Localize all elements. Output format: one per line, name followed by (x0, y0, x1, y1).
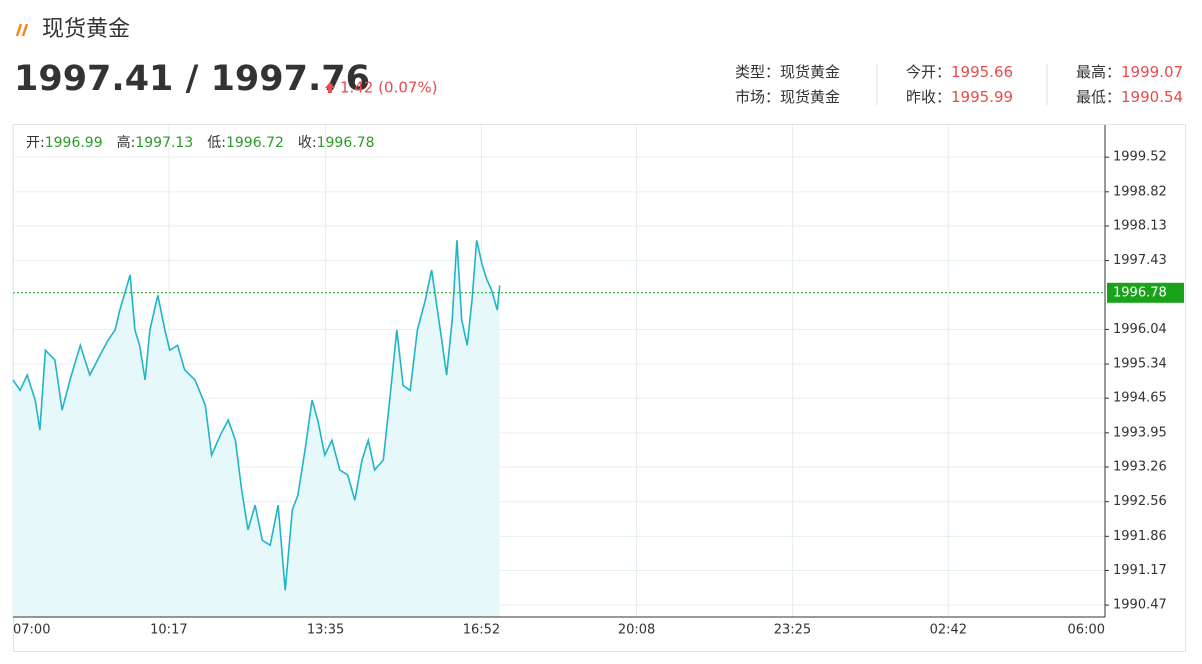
info-label: 最低： (1076, 88, 1121, 106)
info-label: 市场： (735, 88, 780, 106)
y-tick-label: 1995.34 (1113, 357, 1167, 372)
y-tick-label: 1992.56 (1113, 494, 1167, 509)
y-tick-label: 1993.95 (1113, 425, 1167, 440)
x-tick-label: 07:00 (13, 623, 50, 638)
ohlc-label: 收: (298, 135, 317, 151)
info-value: 现货黄金 (780, 63, 840, 81)
x-tick-label: 06:00 (1068, 623, 1105, 638)
info-item: 昨收：1995.99 (906, 88, 1013, 106)
change: 1.42 (0.07%) (340, 79, 438, 97)
x-tick-label: 23:25 (774, 623, 811, 638)
info-item: 最低：1990.54 (1076, 88, 1183, 106)
title-icon (15, 23, 29, 37)
info-value: 现货黄金 (780, 88, 840, 106)
ohlc-value: 1996.99 (45, 135, 103, 151)
x-tick-label: 02:42 (930, 623, 967, 638)
info-item: 类型：现货黄金 (735, 63, 840, 81)
ohlc: 开:1996.99 高:1997.13 低:1996.72 收:1996.78 (26, 134, 375, 151)
info-value: 1990.54 (1121, 88, 1183, 106)
info-item: 最高：1999.07 (1076, 63, 1183, 81)
price-line (12, 240, 501, 591)
ohlc-value: 1996.72 (226, 135, 284, 151)
info-label: 今开： (906, 63, 951, 81)
info-label: 昨收： (906, 88, 951, 106)
ohlc-label: 开: (26, 135, 45, 151)
info-value: 1999.07 (1121, 63, 1183, 81)
y-tick-label: 1991.17 (1113, 563, 1167, 578)
last-price-label: 1996.78 (1113, 285, 1167, 300)
y-tick-label: 1990.47 (1113, 598, 1167, 613)
chart: 1990.47 1991.17 1991.86 1992.56 1993.26 1993.… (12, 125, 1184, 638)
ohlc-label: 高: (117, 134, 136, 151)
y-tick-label: 1998.82 (1113, 184, 1167, 199)
x-tick-label: 13:35 (307, 623, 344, 638)
ohlc-label: 低: (207, 135, 226, 151)
title: 现货黄金 (42, 17, 130, 42)
y-tick-label: 1998.13 (1113, 218, 1167, 233)
up-arrow (325, 82, 335, 93)
area (13, 240, 500, 618)
info-item: 市场：现货黄金 (735, 88, 840, 106)
x-tick-label: 20:08 (618, 623, 655, 638)
y-tick-label: 1991.86 (1113, 529, 1167, 544)
info-label: 类型： (735, 63, 780, 81)
info-label: 最高： (1076, 63, 1121, 81)
y-tick-label: 1993.26 (1113, 460, 1167, 475)
x-tick-label: 10:17 (150, 623, 187, 638)
ohlc-value: 1997.13 (135, 135, 193, 151)
ohlc-value: 1996.78 (317, 135, 375, 151)
x-tick-label: 16:52 (463, 623, 500, 638)
y-tick-label: 1999.52 (1113, 150, 1167, 165)
info-value: 1995.66 (951, 63, 1013, 81)
price: 1997.41 / 1997.76 (14, 59, 370, 99)
y-tick-label: 1994.65 (1113, 391, 1167, 406)
y-tick-label: 1997.43 (1113, 253, 1167, 268)
y-tick-label: 1996.04 (1113, 322, 1167, 337)
last-price-box (1107, 282, 1184, 303)
info-item: 今开：1995.66 (906, 63, 1013, 81)
info-value: 1995.99 (951, 88, 1013, 106)
